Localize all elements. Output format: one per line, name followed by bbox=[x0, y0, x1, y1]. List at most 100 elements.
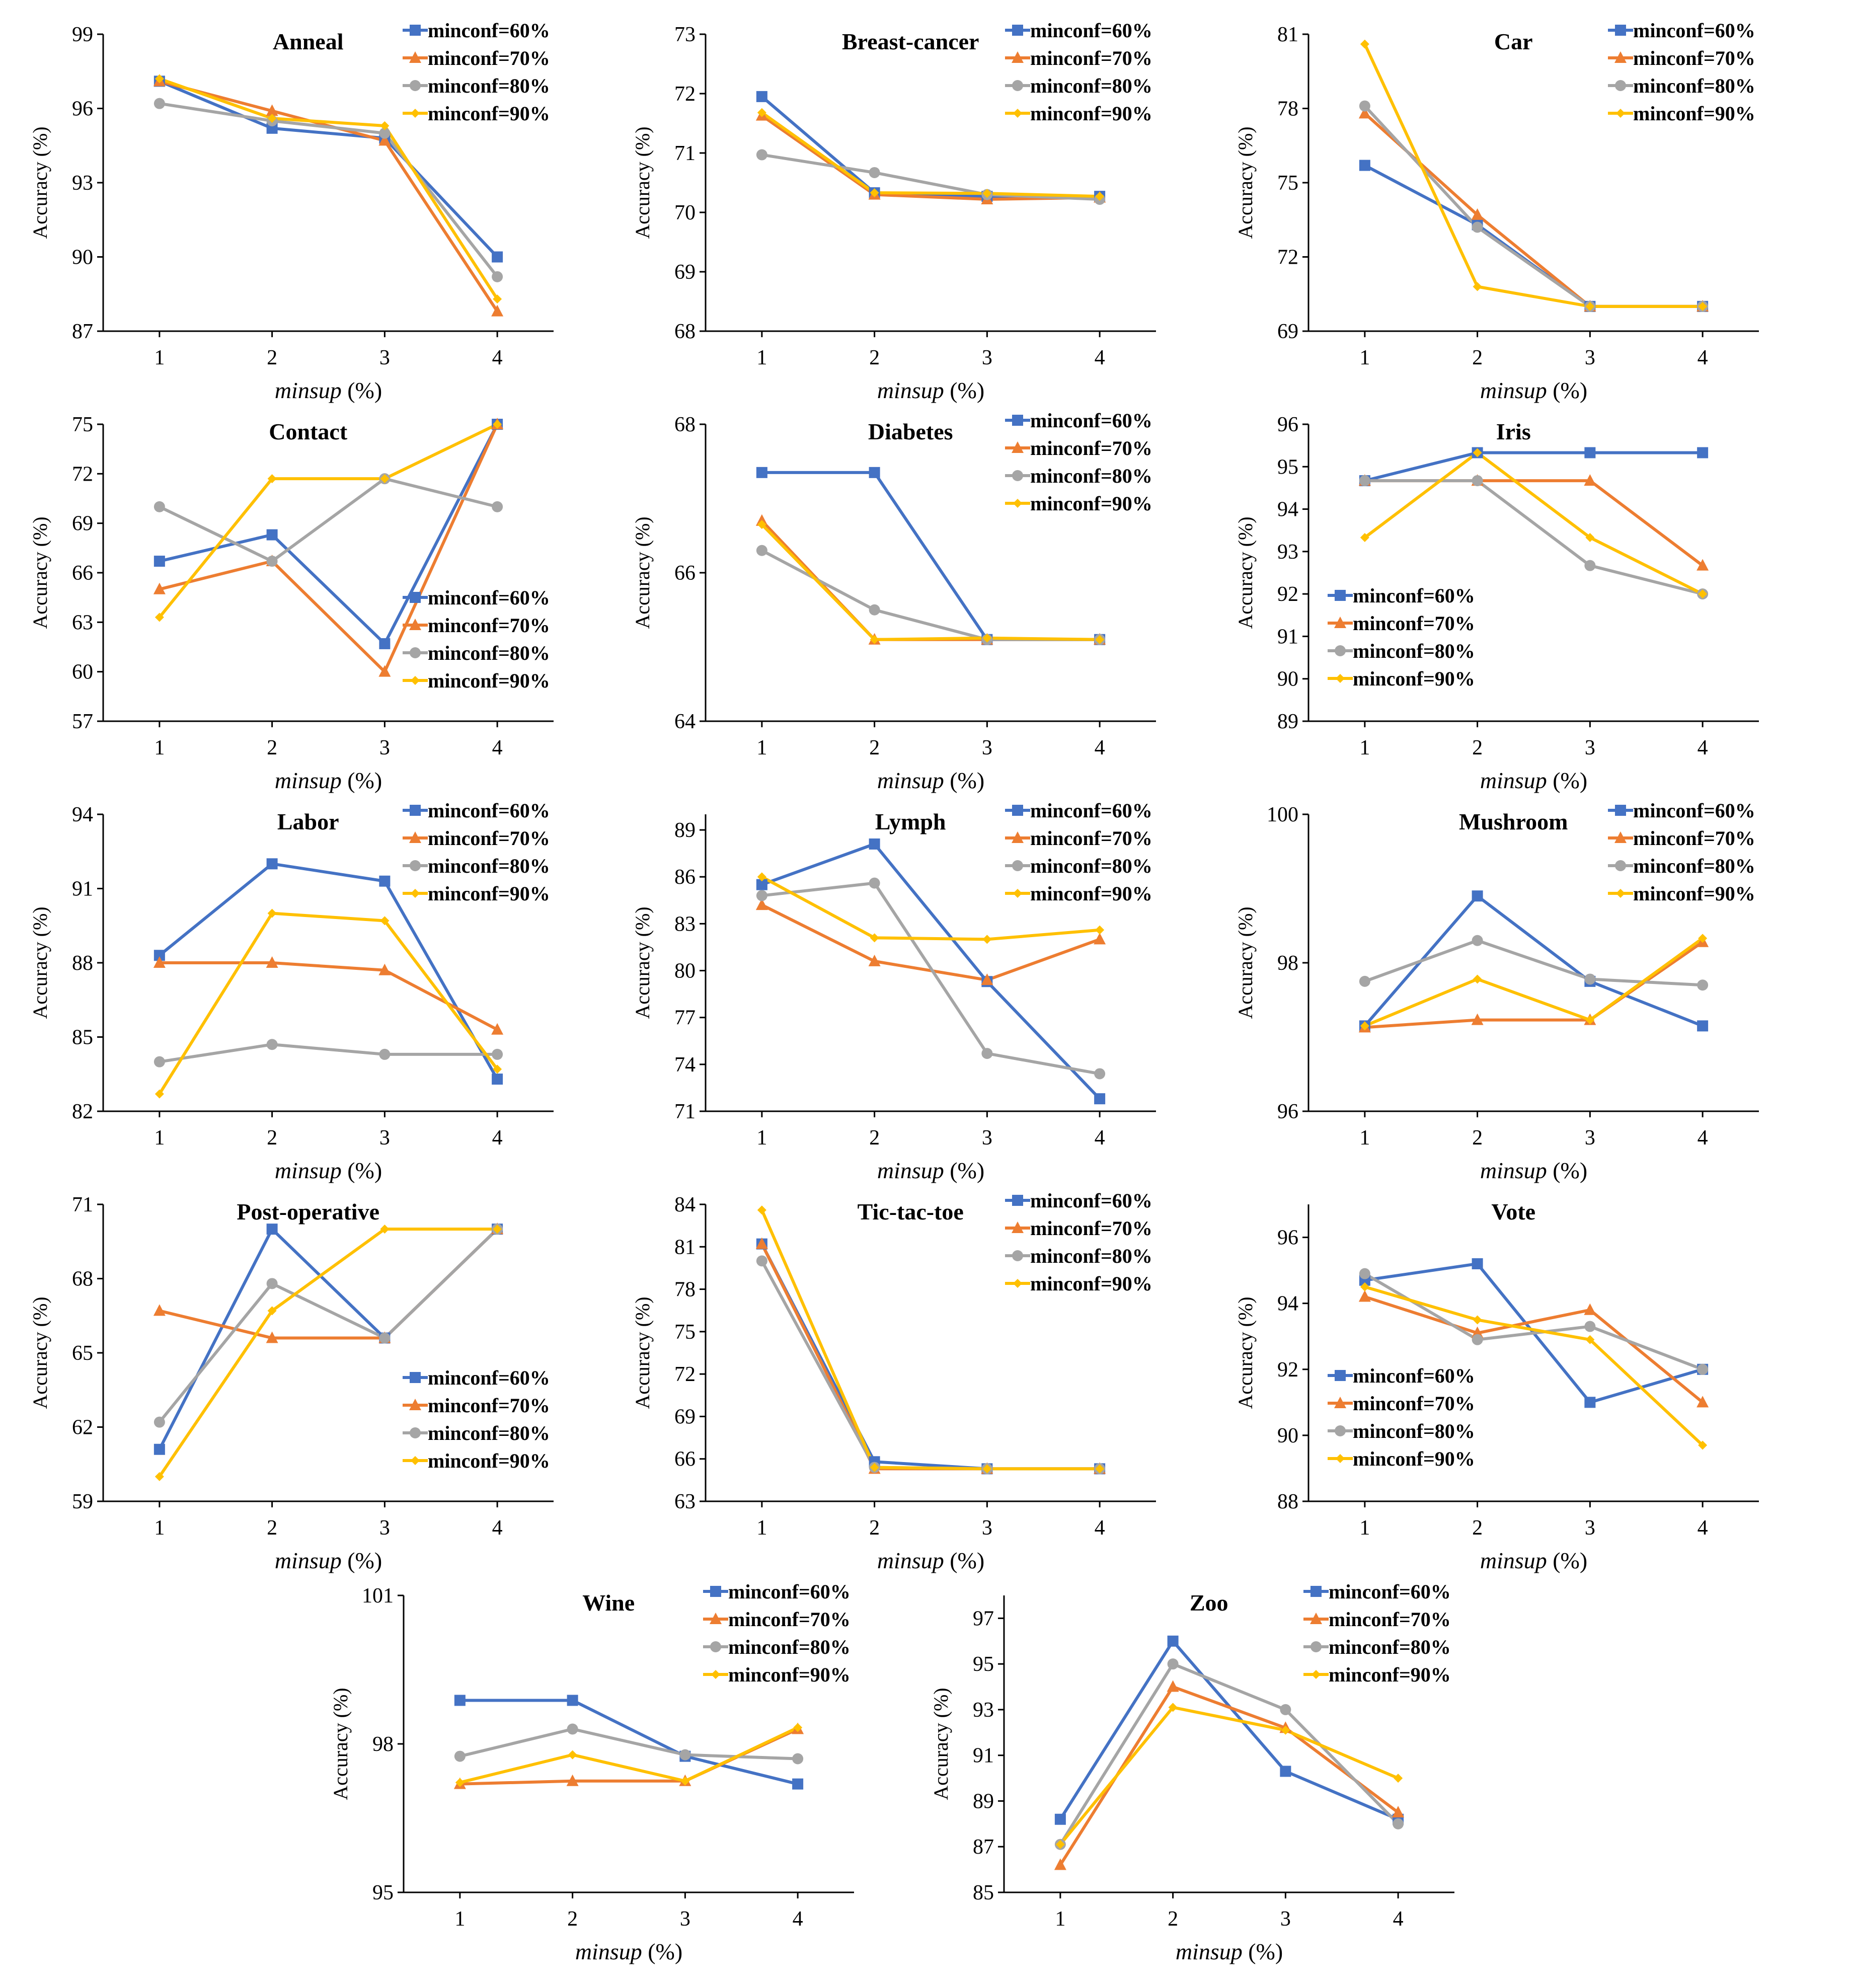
y-tick-label: 72 bbox=[72, 463, 93, 486]
data-point bbox=[1584, 1321, 1596, 1332]
y-tick-label: 81 bbox=[1277, 23, 1298, 46]
data-point bbox=[266, 104, 278, 116]
y-tick-label: 72 bbox=[674, 83, 696, 106]
x-tick-label: 3 bbox=[1585, 346, 1595, 369]
series-line-80 bbox=[158, 1228, 499, 1423]
series-line-90 bbox=[760, 1209, 1100, 1471]
data-point bbox=[380, 474, 390, 484]
x-tick-label: 4 bbox=[1698, 346, 1708, 369]
y-tick-label: 87 bbox=[72, 320, 93, 343]
data-point bbox=[1359, 160, 1370, 171]
y-tick-label: 90 bbox=[72, 246, 93, 269]
data-point bbox=[1696, 559, 1709, 571]
data-point bbox=[493, 294, 502, 304]
x-axis-label: minsup (%) bbox=[877, 1548, 984, 1573]
legend-label: minconf=80% bbox=[1030, 1245, 1152, 1267]
series-line-70 bbox=[1364, 941, 1704, 1029]
legend-marker bbox=[411, 676, 420, 685]
legend-label: minconf=80% bbox=[1030, 855, 1152, 877]
y-tick-label: 60 bbox=[72, 661, 93, 684]
legend-marker bbox=[1012, 51, 1024, 63]
legend-label: minconf=90% bbox=[428, 102, 550, 125]
data-point bbox=[982, 1464, 992, 1474]
data-point bbox=[870, 635, 879, 644]
data-point bbox=[153, 1443, 165, 1455]
data-point bbox=[153, 556, 165, 567]
y-tick-label: 85 bbox=[973, 1881, 994, 1904]
x-tick-label: 1 bbox=[756, 736, 767, 759]
data-point bbox=[266, 858, 278, 870]
data-point bbox=[1696, 1396, 1709, 1408]
data-point bbox=[792, 1753, 804, 1765]
data-point bbox=[266, 1224, 278, 1235]
data-point bbox=[869, 877, 880, 889]
data-point bbox=[1585, 301, 1595, 311]
series-line-80 bbox=[1364, 479, 1703, 596]
data-point bbox=[1473, 282, 1482, 291]
data-point bbox=[1584, 560, 1596, 571]
data-point bbox=[267, 114, 277, 123]
data-point bbox=[567, 1695, 578, 1706]
data-point bbox=[1473, 974, 1482, 984]
data-point bbox=[757, 1205, 766, 1215]
data-point bbox=[1360, 39, 1369, 49]
legend-marker bbox=[1012, 1250, 1023, 1261]
chart-title: Wine bbox=[582, 1590, 635, 1616]
y-axis-label: Accuracy (%) bbox=[1234, 1296, 1257, 1409]
data-point bbox=[492, 1048, 503, 1060]
y-tick-label: 72 bbox=[1277, 246, 1298, 269]
y-tick-label: 77 bbox=[674, 1007, 696, 1030]
chart-title: Car bbox=[1494, 29, 1533, 54]
legend-marker bbox=[1013, 499, 1022, 508]
legend-label: minconf=80% bbox=[1329, 1636, 1451, 1658]
legend-label: minconf=90% bbox=[1329, 1663, 1451, 1686]
legend-marker bbox=[1012, 470, 1023, 481]
x-tick-label: 2 bbox=[267, 346, 277, 369]
series-line-60 bbox=[158, 862, 499, 1080]
series-line-90 bbox=[1363, 43, 1703, 308]
x-tick-label: 2 bbox=[869, 346, 880, 369]
x-axis-label-unit: (%) bbox=[1243, 1939, 1283, 1964]
legend-marker bbox=[1012, 1195, 1023, 1206]
legend-marker bbox=[1012, 1221, 1024, 1233]
data-point bbox=[756, 91, 767, 102]
legend-marker bbox=[1614, 831, 1627, 843]
legend-marker bbox=[1012, 860, 1023, 871]
x-tick-label: 4 bbox=[492, 1516, 503, 1540]
series-line-80 bbox=[1363, 105, 1703, 308]
data-point bbox=[153, 956, 166, 968]
legend-label: minconf=90% bbox=[1030, 492, 1152, 515]
data-point bbox=[492, 271, 503, 282]
legend-label: minconf=60% bbox=[1030, 409, 1152, 432]
chart-title: Zoo bbox=[1190, 1590, 1228, 1616]
y-tick-label: 100 bbox=[1267, 803, 1298, 826]
data-point bbox=[1359, 100, 1370, 112]
x-axis-label-unit: (%) bbox=[342, 1548, 382, 1573]
legend-marker bbox=[1012, 80, 1023, 91]
x-tick-label: 1 bbox=[756, 1516, 767, 1540]
y-tick-label: 66 bbox=[674, 1448, 696, 1471]
y-tick-label: 89 bbox=[674, 819, 696, 842]
y-tick-label: 89 bbox=[973, 1790, 994, 1813]
legend: minconf=60% minconf=70% minconf=80% minconf… bbox=[1608, 19, 1755, 125]
series-line-90 bbox=[1364, 451, 1704, 595]
data-point bbox=[981, 1048, 993, 1059]
legend: minconf=60% minconf=70% minconf=80% minconf… bbox=[1005, 1189, 1152, 1295]
data-point bbox=[378, 134, 391, 146]
x-axis-label-italic: minsup bbox=[877, 1548, 944, 1573]
x-axis-label-unit: (%) bbox=[342, 768, 382, 793]
x-tick-label: 2 bbox=[1472, 1516, 1483, 1540]
x-axis-label-italic: minsup bbox=[1480, 1158, 1547, 1183]
legend: minconf=60% minconf=70% minconf=80% minconf… bbox=[1328, 1364, 1475, 1470]
data-point bbox=[756, 467, 767, 478]
x-axis-label-italic: minsup bbox=[1480, 1548, 1547, 1573]
y-tick-label: 94 bbox=[1277, 1292, 1298, 1316]
data-point bbox=[267, 1306, 277, 1316]
x-tick-label: 4 bbox=[1698, 1126, 1708, 1150]
data-point bbox=[155, 74, 164, 84]
y-tick-label: 84 bbox=[674, 1193, 696, 1216]
chart-title: Lymph bbox=[875, 809, 946, 834]
series-line-80 bbox=[159, 477, 498, 563]
legend-marker bbox=[1335, 1425, 1346, 1436]
y-tick-label: 70 bbox=[674, 201, 696, 224]
